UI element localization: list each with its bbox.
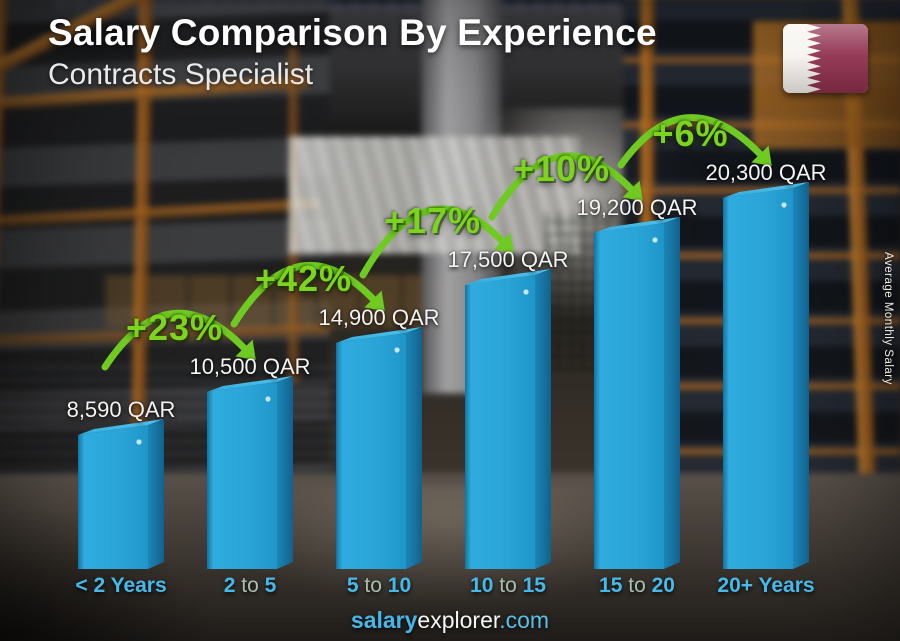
brand-explorer: explorer xyxy=(417,607,500,633)
brand-salary: salary xyxy=(350,607,418,633)
footer-brand-link[interactable]: salaryexplorer.com xyxy=(0,607,900,634)
qatar-flag-icon xyxy=(783,24,868,93)
brand-domain-suffix: .com xyxy=(499,607,550,633)
y-axis-title: Average Monthly Salary xyxy=(882,252,894,385)
header: Salary Comparison By Experience Contract… xyxy=(48,12,657,92)
page-title: Salary Comparison By Experience xyxy=(48,12,657,53)
page-subtitle: Contracts Specialist xyxy=(48,58,314,91)
flag-maroon-field xyxy=(807,24,868,93)
bg-floor-light xyxy=(207,485,687,618)
flag-white-band xyxy=(783,24,868,93)
